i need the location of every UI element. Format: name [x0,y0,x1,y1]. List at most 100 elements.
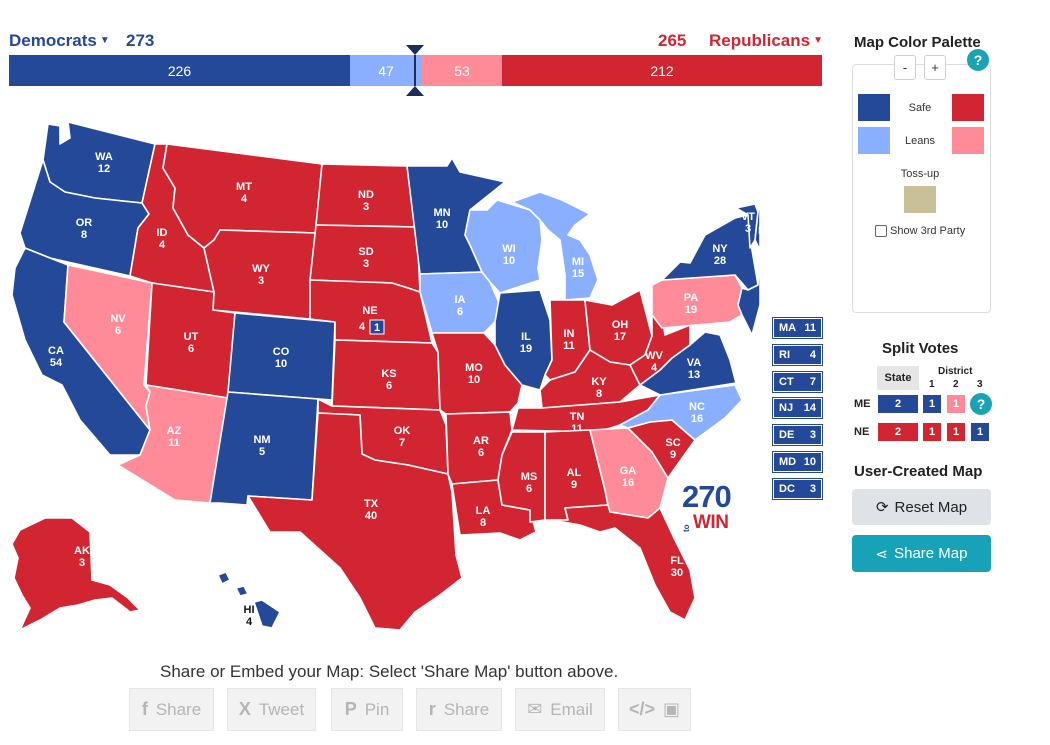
share-facebook-label: Share [155,699,202,719]
270-marker-top-icon [406,45,424,55]
state-co[interactable]: CO 10 [227,312,336,401]
state-ia[interactable]: IA 6 [419,271,501,334]
safe-label: Safe [908,102,932,114]
270-marker-bottom-icon [406,86,424,96]
state-hi[interactable]: HI 4 [217,571,281,629]
small-state-ev: 7 [809,375,816,388]
state-fl[interactable]: FL 30 [551,504,696,621]
embed-image-button[interactable]: </> ▣ [618,688,691,731]
state-ev: 4 [246,616,253,628]
small-state-ma[interactable]: MA 11 [772,317,823,339]
republicans-dropdown[interactable]: Republicans ▼ [709,31,823,51]
palette-minus-button[interactable]: - [894,55,916,80]
share-map-label: Share Map [894,545,968,562]
270-marker-line [414,55,416,86]
reddit-icon: r [428,699,436,719]
small-state-ev: 3 [809,482,816,495]
state-nm[interactable]: NM 5 [209,391,319,506]
state-pa[interactable]: PA 19 [651,274,743,329]
me-district-2-cell[interactable]: 1 [946,394,966,414]
small-state-abbr: CT [779,375,794,388]
caret-down-icon: ▼ [99,35,110,46]
state-wy[interactable]: WY 3 [203,229,317,320]
state-ne-coast[interactable] [737,249,760,336]
swatch-safe-rep[interactable] [952,94,984,121]
bar-lean-dem: 47 [350,55,422,86]
x-icon: X [238,699,251,719]
democrats-ev-total: 273 [126,31,155,50]
republicans-ev-total: 265 [658,31,687,50]
third-party-checkbox[interactable] [875,225,887,237]
bar-lean-rep: 53 [422,55,502,86]
swatch-safe-dem[interactable] [858,94,890,121]
district-number-2: 2 [953,379,959,390]
small-state-abbr: MA [779,322,797,334]
split-district-header: District [938,366,973,377]
share-reddit-label: Share [443,699,490,719]
small-state-ct[interactable]: CT 7 [772,370,823,393]
split-votes-help-icon[interactable]: ? [970,393,992,415]
small-state-abbr: MD [779,455,797,468]
swatch-lean-rep[interactable] [952,127,984,154]
small-state-abbr: DC [779,482,795,495]
state-label: HI [244,604,255,616]
270towin-logo: 270 to WIN [682,479,738,533]
share-x-button[interactable]: X Tweet [227,688,316,731]
swatch-lean-dem[interactable] [858,127,890,154]
small-state-abbr: RI [779,348,790,361]
share-pinterest-button[interactable]: P Pin [331,688,403,731]
state-nd[interactable]: ND 3 [315,163,418,228]
code-icon: </> [628,699,655,719]
swatch-tossup[interactable] [904,186,936,213]
share-map-button[interactable]: ⋖ Share Map [852,535,991,572]
small-state-dc[interactable]: DC 3 [772,477,823,500]
share-x-label: Tweet [258,699,305,719]
republicans-label: Republicans [709,31,811,50]
palette-help-icon[interactable]: ? [967,49,989,71]
split-row-ne-label: NE [854,426,870,438]
ne-district-1-cell[interactable]: 1 [922,422,942,442]
ne-district-3-cell[interactable]: 1 [970,422,990,442]
share-email-button[interactable]: ✉ Email [515,688,605,731]
me-district-1-cell[interactable]: 1 [922,394,942,414]
logo-number: 270 [682,479,732,514]
bar-safe-rep: 212 [502,55,822,86]
state-ks[interactable]: KS 6 [331,339,441,411]
palette-box [852,64,991,313]
bar-safe-dem: 226 [9,55,350,86]
small-state-ev: 10 [803,455,816,468]
facebook-icon: f [141,699,148,719]
small-state-abbr: NJ [779,402,794,415]
ne-district-badge [369,319,385,335]
third-party-toggle[interactable]: Show 3rd Party [875,225,965,237]
democrats-label: Democrats [9,31,97,50]
small-state-nj[interactable]: NJ 14 [772,397,823,420]
reset-map-label: Reset Map [894,498,968,516]
split-state-header: State [877,366,919,390]
reset-map-button[interactable]: ⟳ Reset Map [852,489,991,525]
ne-state-cell[interactable]: 2 [877,422,919,442]
democrats-dropdown[interactable]: Democrats ▼ [9,31,110,51]
logo-win: WIN [693,512,729,533]
small-states-list: MA 11 RI 4 CT 7 NJ 14 DE 3 MD 10 DC 3 [772,317,823,506]
image-icon: ▣ [663,699,681,719]
share-icon: ⋖ [875,545,889,563]
small-state-ev: 14 [803,402,816,415]
ne-district-2-cell[interactable]: 1 [946,422,966,442]
share-facebook-button[interactable]: f Share [129,688,214,731]
me-state-cell[interactable]: 2 [877,394,919,414]
small-state-abbr: DE [779,429,795,442]
small-state-ri[interactable]: RI 4 [772,343,823,366]
share-pinterest-label: Pin [364,699,390,719]
refresh-icon: ⟳ [875,499,889,516]
share-reddit-button[interactable]: r Share [416,688,502,731]
us-map: WA 12 OR 8 CA 54 NV 6 ID 4 MT 4 WY 3 UT … [0,100,760,645]
district-number-1: 1 [929,379,935,390]
user-created-map-title: User-Created Map [854,463,983,480]
small-state-de[interactable]: DE 3 [772,424,823,447]
small-state-ev: 3 [809,429,816,442]
palette-plus-button[interactable]: + [924,55,946,80]
state-ak[interactable]: AK 3 [11,517,141,631]
split-row-me-label: ME [854,398,871,410]
small-state-md[interactable]: MD 10 [772,450,823,473]
